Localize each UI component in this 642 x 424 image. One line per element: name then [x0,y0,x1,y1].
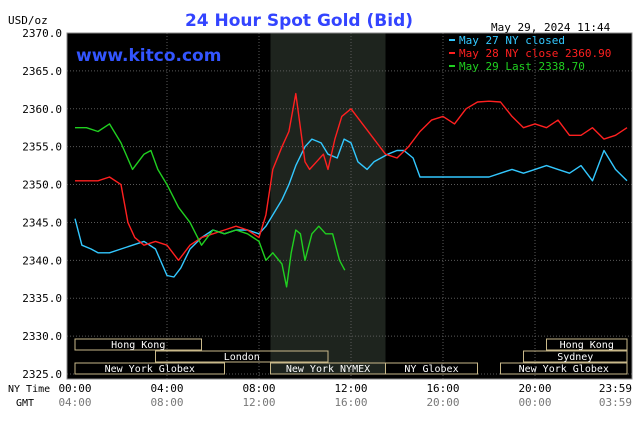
market-label: NY Globex [404,364,458,375]
x-tick-label-gmt: 03:59 [599,396,632,409]
y-tick-label: 2370.0 [22,27,62,40]
y-tick-label: 2325.0 [22,368,62,381]
x-tick-label-ny: 08:00 [242,382,275,395]
y-tick-label: 2330.0 [22,330,62,343]
legend-entry: May 29 Last 2338.70 [459,60,585,73]
x-tick-label-gmt: 08:00 [150,396,183,409]
market-bar [523,350,628,363]
x-tick-label-ny: 20:00 [518,382,551,395]
nymex-session-highlight [270,33,386,374]
market-label: Hong Kong [560,340,614,351]
x-tick-label-ny: 12:00 [334,382,367,395]
market-label: New York Globex [519,364,609,375]
series-line [74,138,628,278]
x-tick-label-ny: 04:00 [150,382,183,395]
market-label: Sydney [557,352,593,363]
price-series [74,92,628,288]
y-tick-label: 2340.0 [22,254,62,267]
x-tick-label-ny: 23:59 [599,382,632,395]
y-tick-label: 2360.0 [22,103,62,116]
legend-entry: May 28 NY close 2360.90 [459,47,611,60]
market-bar [546,338,628,351]
y-tick-label: 2365.0 [22,65,62,78]
x-tick-label-ny: 00:00 [58,382,91,395]
series-line [75,123,346,288]
legend-entry: May 27 NY closed [459,34,565,47]
y-tick-label: 2355.0 [22,141,62,154]
series-line [75,92,628,261]
x-tick-label-gmt: 12:00 [242,396,275,409]
y-tick-label: 2335.0 [22,292,62,305]
chart-title: 24 Hour Spot Gold (Bid) [185,11,413,31]
market-label: New York NYMEX [286,364,370,375]
market-label: London [224,352,260,363]
market-bar [500,362,628,375]
x-tick-label-gmt: 00:00 [518,396,551,409]
market-bar [74,338,202,351]
unit-label: USD/oz [8,14,48,27]
market-label: New York Globex [105,364,195,375]
x-tick-label-gmt: 16:00 [334,396,367,409]
x-row-label-ny: NY Time [8,384,50,395]
timestamp: May 29, 2024 11:44 [491,21,611,34]
y-tick-label: 2345.0 [22,216,62,229]
watermark: www.kitco.com [76,46,221,66]
market-bar [155,350,329,363]
y-tick-label: 2350.0 [22,179,62,192]
x-row-label-gmt: GMT [16,398,34,409]
y-axis: 2370.0 2365.0 2360.0 2355.0 2350.0 2345.0 2340… [22,27,62,381]
plot-border [66,32,633,380]
market-bar [74,362,225,375]
market-bar [385,362,478,375]
market-label: Hong Kong [111,340,165,351]
x-tick-label-gmt: 20:00 [426,396,459,409]
x-tick-label-ny: 16:00 [426,382,459,395]
x-tick-label-gmt: 04:00 [58,396,91,409]
